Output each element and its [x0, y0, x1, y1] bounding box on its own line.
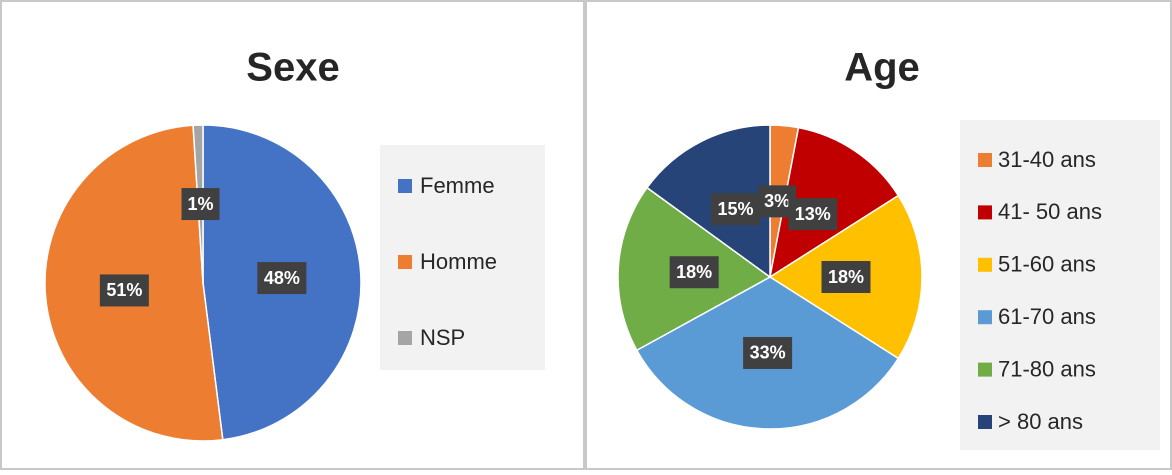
data-label: 48%: [264, 268, 300, 288]
data-label-box: [669, 256, 719, 289]
data-label: 15%: [717, 199, 753, 219]
data-label-box: [257, 262, 307, 295]
legend-label: 71-80 ans: [998, 356, 1096, 381]
data-label-box: [710, 193, 760, 226]
data-label: 3%: [764, 191, 790, 211]
legend-swatch: [398, 331, 412, 345]
legend-swatch: [978, 205, 992, 220]
legend-label: Homme: [420, 249, 497, 274]
data-label: 1%: [188, 194, 214, 214]
data-label: 18%: [828, 267, 864, 287]
data-label-box: [743, 336, 793, 369]
data-label-box: [821, 261, 871, 293]
data-label: 51%: [106, 280, 142, 300]
legend-label: Femme: [420, 173, 495, 198]
legend-label: 31-40 ans: [998, 147, 1096, 172]
data-label-box: [99, 274, 149, 307]
data-label-box: [181, 188, 220, 221]
legend-swatch: [978, 310, 992, 325]
legend-label: 51-60 ans: [998, 252, 1096, 277]
legend-swatch: [978, 415, 992, 429]
data-label: 33%: [750, 343, 786, 363]
legend-swatch: [978, 362, 992, 377]
chart-title: Sexe: [246, 46, 339, 90]
legend-swatch: [978, 153, 992, 167]
data-label: 13%: [795, 204, 831, 224]
data-label-box: [788, 198, 838, 231]
legend: [960, 120, 1160, 450]
chart-title: Age: [844, 46, 920, 90]
legend-label: 41- 50 ans: [998, 199, 1102, 224]
legend-swatch: [398, 255, 412, 269]
legend-label: 61-70 ans: [998, 304, 1096, 329]
legend-label: > 80 ans: [998, 409, 1083, 434]
legend-swatch: [398, 179, 412, 193]
legend-swatch: [978, 257, 992, 272]
legend-label: NSP: [420, 325, 465, 350]
data-label: 18%: [676, 262, 712, 282]
pie-slice: [645, 124, 771, 279]
